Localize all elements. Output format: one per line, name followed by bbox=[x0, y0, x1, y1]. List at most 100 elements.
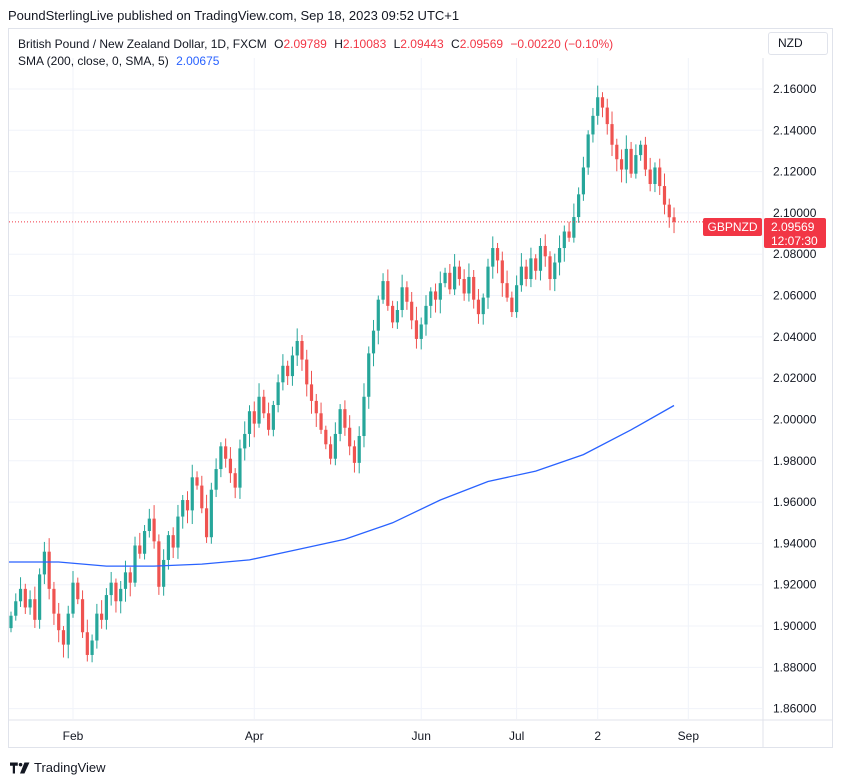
candle-body bbox=[557, 248, 562, 263]
price-axis[interactable]: 2.16000 2.14000 2.12000 2.10000 2.08000 2.060… bbox=[773, 82, 817, 716]
candle-body bbox=[28, 599, 32, 608]
candle-body bbox=[319, 413, 323, 430]
candle-body bbox=[328, 444, 333, 459]
instrument-name: British Pound / New Zealand Dollar, 1D, … bbox=[18, 37, 267, 51]
candle-body bbox=[147, 518, 151, 532]
low-label: L bbox=[393, 37, 401, 51]
candle-body bbox=[443, 272, 447, 284]
sma-line bbox=[9, 404, 675, 567]
candle-body bbox=[534, 258, 538, 271]
candle-body bbox=[481, 297, 485, 315]
candle-body bbox=[123, 572, 128, 589]
price-tick-label: 2.06000 bbox=[773, 289, 817, 303]
candle-body bbox=[47, 551, 51, 589]
candle-body bbox=[476, 299, 481, 315]
price-tick-label: 1.94000 bbox=[773, 536, 817, 550]
candle-body bbox=[76, 582, 80, 600]
candle-body bbox=[114, 582, 118, 602]
candle-body bbox=[371, 330, 376, 354]
candle-body bbox=[605, 107, 609, 125]
candle-body bbox=[233, 473, 237, 488]
candle-body bbox=[104, 595, 108, 620]
price-tick-label: 2.14000 bbox=[773, 123, 817, 137]
candle-body bbox=[362, 396, 366, 437]
candles bbox=[9, 85, 676, 663]
candle-body bbox=[305, 359, 309, 385]
price-tick-label: 2.16000 bbox=[773, 82, 817, 96]
candle-body bbox=[52, 588, 56, 614]
candle-body bbox=[33, 599, 37, 620]
candle-body bbox=[133, 545, 137, 583]
candle-body bbox=[543, 245, 547, 257]
grid-lines bbox=[9, 58, 762, 719]
candle-body bbox=[271, 405, 275, 430]
price-tick-label: 1.86000 bbox=[773, 702, 817, 716]
price-tick-label: 2.00000 bbox=[773, 412, 817, 426]
candle-body bbox=[529, 258, 533, 280]
candle-body bbox=[309, 384, 314, 401]
sma-line-path bbox=[9, 404, 675, 567]
candle-body bbox=[171, 535, 175, 548]
candle-body bbox=[343, 409, 347, 428]
high-label: H bbox=[334, 37, 343, 51]
candle-body bbox=[204, 508, 209, 538]
price-tick-label: 1.88000 bbox=[773, 660, 817, 674]
candle-body bbox=[524, 266, 528, 280]
candle-body bbox=[200, 485, 204, 509]
candle-body bbox=[166, 535, 171, 560]
candle-body bbox=[219, 446, 223, 470]
price-tick-label: 2.10000 bbox=[773, 206, 817, 220]
candle-body bbox=[266, 413, 271, 430]
time-axis[interactable]: Feb Apr Jun Jul 2 Sep bbox=[63, 729, 700, 743]
candle-body bbox=[538, 245, 543, 271]
candle-body bbox=[247, 411, 252, 434]
candle-body bbox=[80, 599, 85, 633]
candle-body bbox=[18, 588, 23, 602]
tradingview-logo-icon bbox=[10, 761, 30, 774]
price-tick-label: 1.98000 bbox=[773, 454, 817, 468]
candle-body bbox=[577, 194, 581, 218]
ohlc-row: British Pound / New Zealand Dollar, 1D, … bbox=[18, 36, 613, 53]
currency-button[interactable]: NZD bbox=[768, 32, 828, 55]
candle-body bbox=[209, 489, 213, 538]
sma-label: SMA (200, close, 0, SMA, 5) bbox=[18, 54, 169, 68]
candle-body bbox=[567, 231, 571, 238]
candle-body bbox=[348, 427, 352, 447]
candle-body bbox=[395, 310, 399, 323]
time-tick-label: Jun bbox=[412, 729, 431, 743]
candle-body bbox=[519, 266, 523, 286]
candle-body bbox=[214, 469, 218, 490]
footer-brand[interactable]: TradingView bbox=[10, 760, 106, 775]
candle-body bbox=[619, 159, 624, 170]
candle-body bbox=[634, 155, 638, 174]
price-tick-label: 2.08000 bbox=[773, 247, 817, 261]
candle-body bbox=[505, 283, 509, 298]
candle-body bbox=[491, 248, 495, 267]
candle-body bbox=[290, 355, 295, 377]
symbol-tag bbox=[703, 218, 762, 236]
chart-frame bbox=[8, 28, 833, 748]
candle-body bbox=[119, 588, 123, 602]
candle-body bbox=[352, 446, 357, 463]
candle-body bbox=[376, 299, 380, 331]
candle-body bbox=[252, 411, 256, 424]
candle-body bbox=[367, 353, 371, 397]
candle-body bbox=[438, 283, 442, 300]
sma-row: SMA (200, close, 0, SMA, 5) 2.00675 bbox=[18, 53, 613, 70]
price-tick-label: 2.04000 bbox=[773, 330, 817, 344]
candle-body bbox=[662, 186, 667, 205]
candle-body bbox=[324, 429, 328, 445]
candle-body bbox=[195, 477, 199, 486]
candle-body bbox=[653, 167, 657, 185]
candle-body bbox=[276, 382, 280, 406]
candle-body bbox=[386, 281, 390, 306]
candle-body bbox=[658, 167, 662, 187]
candle-body bbox=[548, 256, 552, 280]
candle-body bbox=[281, 365, 285, 383]
candle-body bbox=[95, 613, 99, 641]
candle-body bbox=[142, 531, 147, 554]
candle-body bbox=[176, 516, 180, 548]
price-tick-label: 1.92000 bbox=[773, 578, 817, 592]
candle-body bbox=[257, 396, 261, 424]
